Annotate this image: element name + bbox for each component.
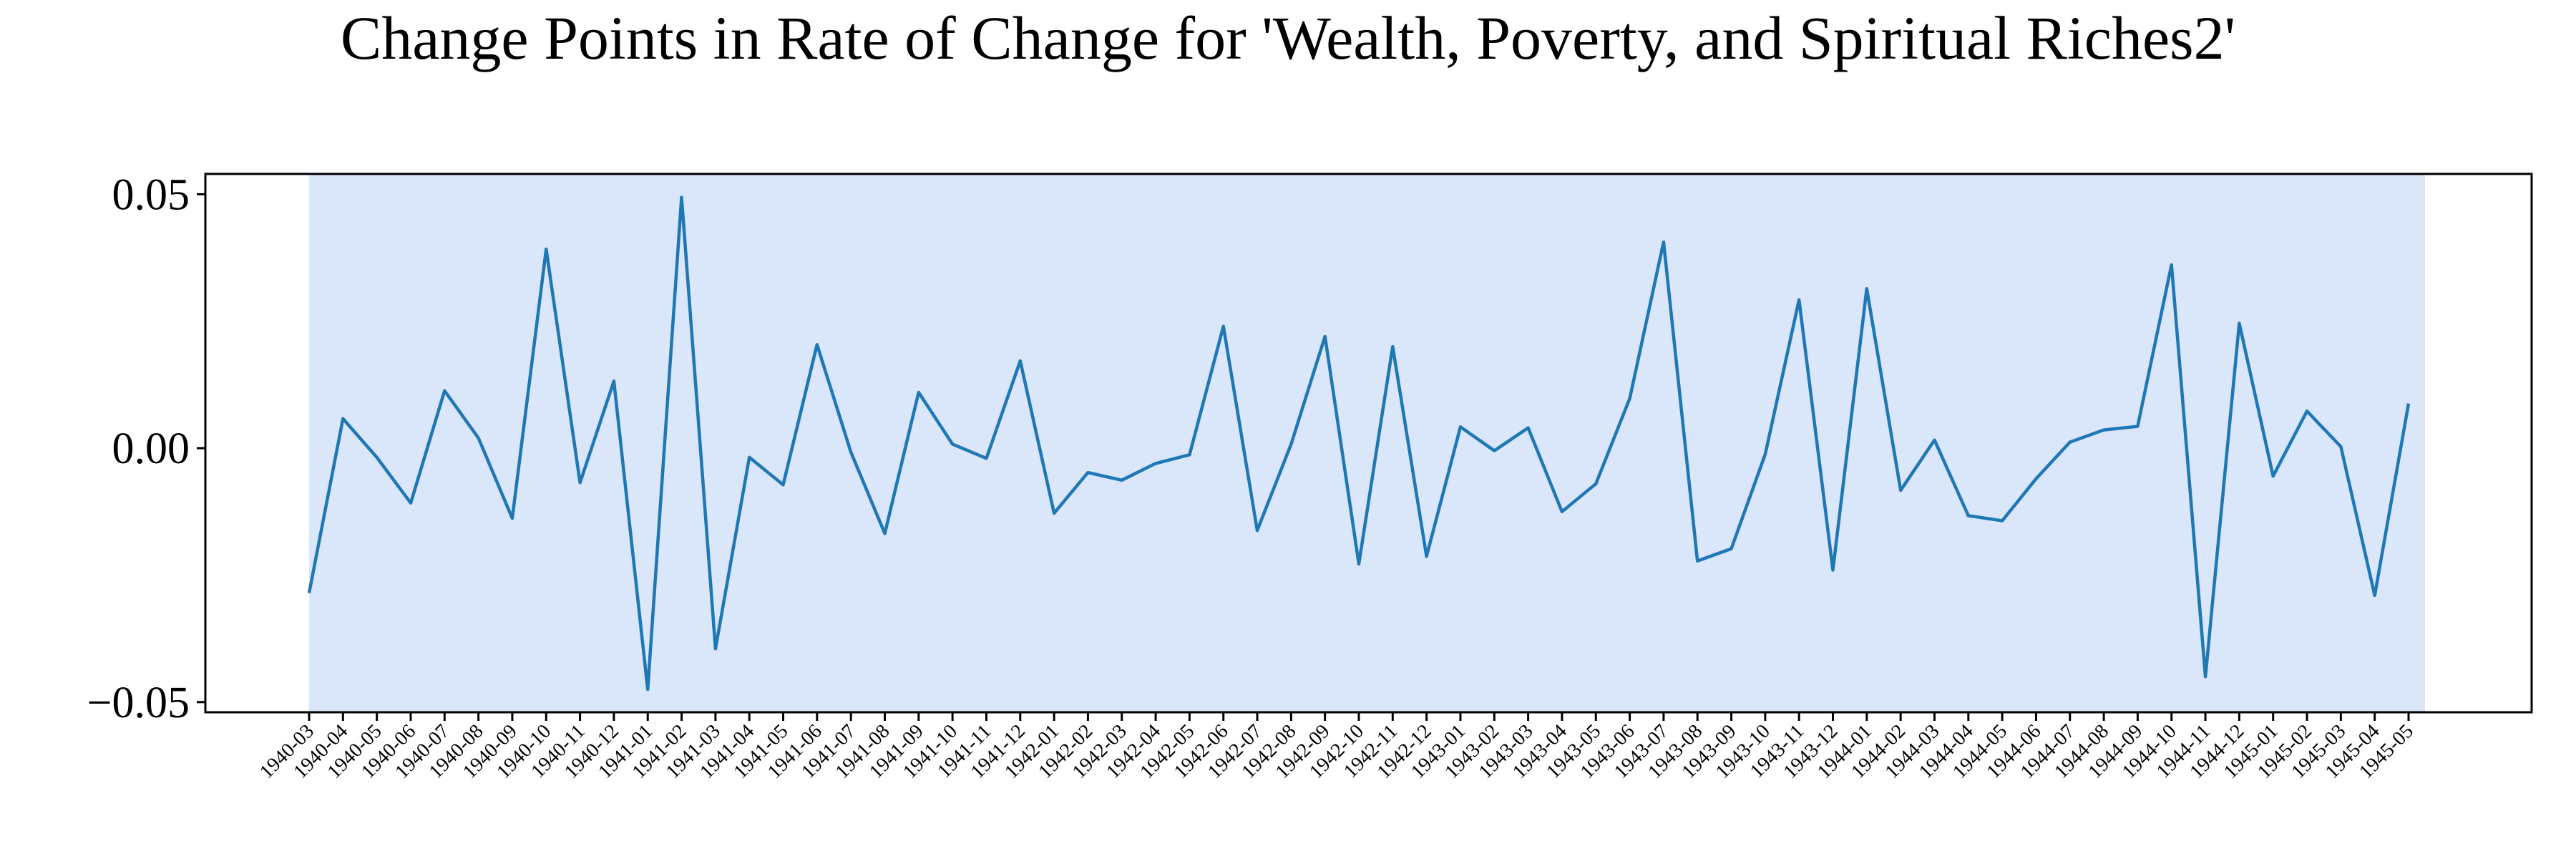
- y-tick-label: 0.00: [112, 424, 190, 473]
- rate-of-change-line: [307, 195, 2411, 691]
- chart-title: Change Points in Rate of Change for 'Wea…: [341, 4, 2235, 72]
- x-axis: 1940-031940-041940-051940-061940-071940-…: [255, 712, 2418, 783]
- y-axis: −0.05 0.00 0.05: [87, 170, 205, 727]
- y-tick-label: 0.05: [112, 170, 190, 219]
- y-tick-label: −0.05: [87, 679, 190, 727]
- plot-frame: [204, 173, 2533, 714]
- change-point-segment: [309, 174, 2425, 712]
